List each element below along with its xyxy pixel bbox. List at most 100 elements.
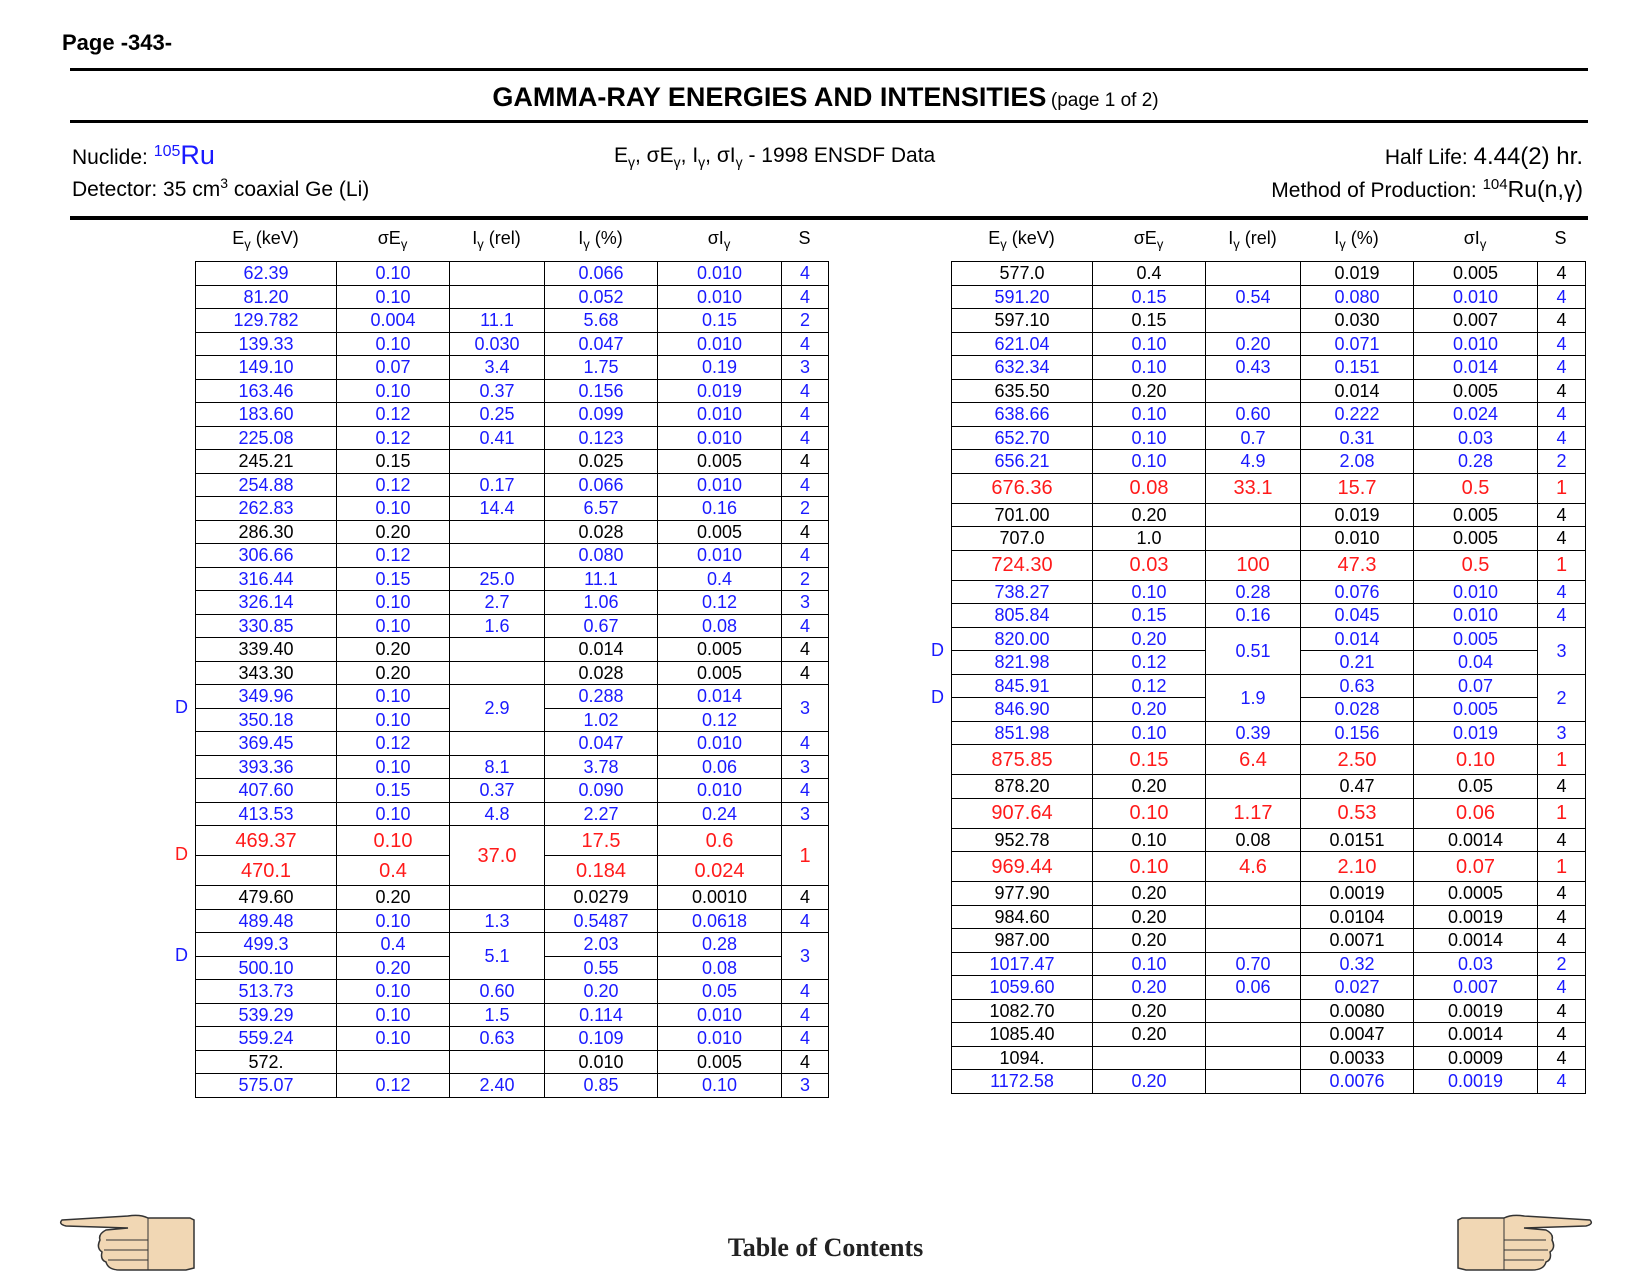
percent-intensity-cell: 0.67 [544,613,658,638]
energy-cell: 1059.60 [951,975,1093,1000]
relative-intensity-cell [1205,904,1301,929]
energy-cell: 326.14 [195,590,337,615]
source-cell: 3 [781,801,829,826]
page-subtitle: (page 1 of 2) [1050,90,1159,111]
energy-uncertainty-cell: 0.12 [336,425,450,450]
source-cell: 1 [781,825,829,886]
table-row: 1017.47 0.10 0.70 0.32 0.03 2 [951,951,1586,976]
doublet-flag: D [175,844,188,864]
energy-uncertainty-cell: 0.20 [1092,378,1206,403]
relative-intensity-cell [449,885,545,910]
table-row: 652.70 0.10 0.7 0.31 0.03 4 [951,425,1586,450]
relative-intensity-cell [449,519,545,544]
table-row: 469.37 0.10 37.0 17.5 0.6 1 [195,825,829,886]
energy-cell: 81.20 [195,284,337,309]
column-header: Eγ (keV) [232,228,299,252]
nuclide-info: Nuclide: 105Ru [72,140,215,171]
percent-intensity-cell: 0.0076 [1300,1069,1414,1094]
energy-uncertainty-cell: 0.20 [336,955,450,980]
energy-cell: 163.46 [195,378,337,403]
table-row: 878.20 0.20 0.47 0.05 4 [951,774,1586,799]
source-cell: 2 [781,308,829,333]
relative-intensity-cell: 0.06 [1205,975,1301,1000]
table-row: 987.00 0.20 0.0071 0.0014 4 [951,928,1586,953]
table-row: 851.98 0.10 0.39 0.156 0.019 3 [951,720,1586,745]
table-row: 820.00 0.20 0.51 0.014 0.005 3 [951,626,1586,675]
source-cell: 4 [1537,402,1586,427]
energy-uncertainty-cell: 0.03 [1092,549,1206,581]
table-row: 539.29 0.10 1.5 0.114 0.010 4 [195,1002,829,1027]
energy-cell: 393.36 [195,754,337,779]
energy-uncertainty-cell: 0.20 [336,660,450,685]
column-header: S [1554,228,1567,248]
percent-intensity-cell: 0.32 [1300,951,1414,976]
intensity-uncertainty-cell: 0.010 [657,284,782,309]
source-cell: 3 [781,590,829,615]
energy-cell: 846.90 [951,697,1093,722]
column-header: Iγ (rel) [472,228,521,252]
percent-intensity-cell: 0.31 [1300,425,1414,450]
energy-cell: 539.29 [195,1002,337,1027]
percent-intensity-cell: 0.010 [544,1049,658,1074]
intensity-uncertainty-cell: 0.010 [657,1002,782,1027]
intensity-uncertainty-cell: 0.08 [657,955,782,980]
energy-uncertainty-cell: 0.4 [336,932,450,957]
table-row: 591.20 0.15 0.54 0.080 0.010 4 [951,284,1586,309]
relative-intensity-cell: 1.3 [449,908,545,933]
right-gamma-table: 577.0 0.4 0.019 0.005 4 591.20 0.15 0.54 0.080 0.… [951,261,1586,1094]
percent-intensity-cell: 0.0019 [1300,881,1414,906]
energy-uncertainty-cell: 0.12 [1092,673,1206,698]
intensity-uncertainty-cell: 0.05 [1413,774,1538,799]
relative-intensity-cell: 4.6 [1205,851,1301,882]
source-cell: 4 [1537,378,1586,403]
table-row: 638.66 0.10 0.60 0.222 0.024 4 [951,402,1586,427]
relative-intensity-cell: 11.1 [449,308,545,333]
source-cell: 3 [781,1073,829,1098]
source-cell: 4 [1537,1045,1586,1070]
percent-intensity-cell: 0.027 [1300,975,1414,1000]
source-cell: 4 [781,637,829,662]
energy-cell: 139.33 [195,331,337,356]
percent-intensity-cell: 0.20 [544,979,658,1004]
percent-intensity-cell: 0.028 [544,660,658,685]
percent-intensity-cell: 0.0104 [1300,904,1414,929]
table-row: 559.24 0.10 0.63 0.109 0.010 4 [195,1026,829,1051]
percent-intensity-cell: 0.0080 [1300,998,1414,1023]
energy-uncertainty-cell: 0.10 [336,1002,450,1027]
relative-intensity-cell: 0.7 [1205,425,1301,450]
percent-intensity-cell: 0.47 [1300,774,1414,799]
percent-intensity-cell: 47.3 [1300,549,1414,581]
hand-pointing-right-icon[interactable] [1454,1210,1594,1274]
percent-intensity-cell: 0.123 [544,425,658,450]
energy-uncertainty-cell: 0.004 [336,308,450,333]
energy-cell: 987.00 [951,928,1093,953]
intensity-uncertainty-cell: 0.04 [1413,650,1538,675]
table-of-contents-link[interactable]: Table of Contents [727,1233,924,1262]
data-source-symbols: Eγ, σEγ, Iγ, σIγ [614,144,743,171]
percent-intensity-cell: 2.03 [544,932,658,957]
table-row: 977.90 0.20 0.0019 0.0005 4 [951,881,1586,906]
energy-cell: 343.30 [195,660,337,685]
source-cell: 4 [1537,881,1586,906]
source-cell: 4 [1537,526,1586,551]
energy-cell: 499.3 [195,932,337,957]
table-row: 479.60 0.20 0.0279 0.0010 4 [195,885,829,910]
relative-intensity-cell: 33.1 [1205,472,1301,504]
hand-pointing-left-icon[interactable] [58,1210,198,1274]
table-row: 62.39 0.10 0.066 0.010 4 [195,261,829,286]
energy-uncertainty-cell: 0.07 [336,355,450,380]
relative-intensity-cell: 0.60 [449,979,545,1004]
page-number: Page -343- [62,30,173,55]
table-row: 1172.58 0.20 0.0076 0.0019 4 [951,1069,1586,1094]
relative-intensity-cell: 1.9 [1205,673,1301,722]
column-header: Eγ (keV) [988,228,1055,252]
energy-cell: 575.07 [195,1073,337,1098]
source-cell: 2 [1537,449,1586,474]
source-cell: 4 [1537,331,1586,356]
percent-intensity-cell: 0.0071 [1300,928,1414,953]
percent-intensity-cell: 0.030 [1300,308,1414,333]
intensity-uncertainty-cell: 0.005 [657,637,782,662]
percent-intensity-cell: 0.0033 [1300,1045,1414,1070]
relative-intensity-cell [1205,1069,1301,1094]
source-cell: 3 [781,932,829,980]
